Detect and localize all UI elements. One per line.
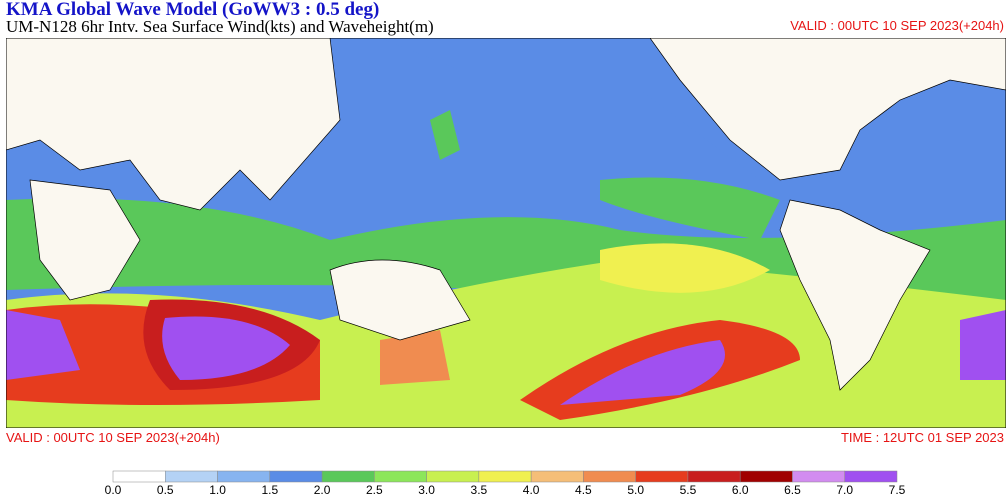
colorbar-label: 3.0 <box>418 483 435 496</box>
colorbar-label: 2.5 <box>366 483 383 496</box>
colorbar-swatch <box>217 470 271 483</box>
colorbar-swatch <box>530 470 584 483</box>
colorbar-swatch <box>792 470 845 483</box>
colorbar-swatch <box>269 470 323 483</box>
colorbar-swatch <box>844 470 898 483</box>
colorbar-swatch <box>583 470 636 483</box>
colorbar-label: 7.5 <box>889 483 906 496</box>
colorbar-label: 0.5 <box>157 483 174 496</box>
colorbar-swatch <box>687 470 741 483</box>
subtitle: UM-N128 6hr Intv. Sea Surface Wind(kts) … <box>6 17 434 36</box>
colorbar-label: 2.0 <box>314 483 331 496</box>
colorbar-swatch <box>478 470 532 483</box>
colorbar-label: 4.5 <box>575 483 592 496</box>
colorbar-swatch <box>426 470 480 483</box>
colorbar-label: 5.5 <box>680 483 697 496</box>
footer-valid: VALID : 00UTC 10 SEP 2023(+204h) <box>6 430 220 445</box>
colorbar-label: 5.0 <box>627 483 644 496</box>
colorbar-swatch <box>739 470 793 483</box>
colorbar-swatch <box>165 470 218 483</box>
colorbar-label: 1.5 <box>261 483 278 496</box>
map <box>6 38 1006 428</box>
footer-time: TIME : 12UTC 01 SEP 2023 <box>841 430 1004 445</box>
colorbar-swatch <box>374 470 427 483</box>
valid-time: VALID : 00UTC 10 SEP 2023(+204h) <box>790 18 1004 33</box>
colorbar-label: 7.0 <box>836 483 853 496</box>
title: KMA Global Wave Model (GoWW3 : 0.5 deg) <box>6 0 379 20</box>
colorbar-label: 6.5 <box>784 483 801 496</box>
colorbar-label: 0.0 <box>105 483 122 496</box>
colorbar-swatch <box>112 470 166 483</box>
colorbar-swatch <box>321 470 375 483</box>
colorbar-label: 6.0 <box>732 483 749 496</box>
colorbar: 0.0 0.5 1.0 1.5 2.0 2.5 3.0 3.5 4.0 4.5 5.0 5.5 6.0 6… <box>105 470 906 496</box>
colorbar-label: 1.0 <box>209 483 226 496</box>
colorbar-label: 4.0 <box>523 483 540 496</box>
colorbar-label: 3.5 <box>471 483 488 496</box>
colorbar-swatch <box>635 470 689 483</box>
